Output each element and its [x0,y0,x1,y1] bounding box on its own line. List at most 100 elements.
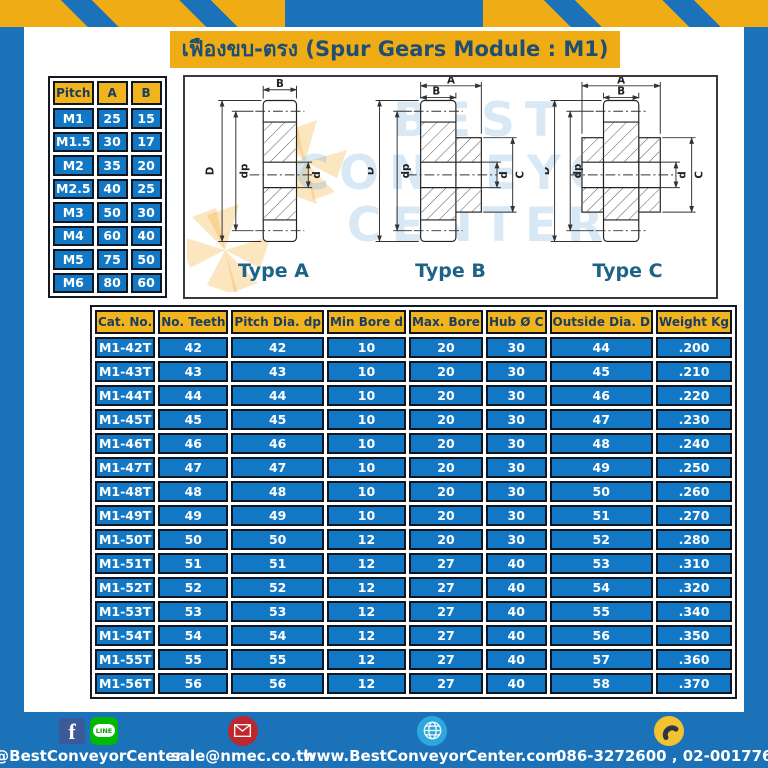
cell: 51 [158,553,229,574]
cell: 55 [158,649,229,670]
dim-label-D: D [204,167,216,176]
dim-label-d: d [311,171,323,178]
header-row: Pitch A B [53,81,162,105]
cell: 47 [231,457,324,478]
cell: 46 [549,385,654,406]
cell: 53 [549,553,654,574]
cell: 40 [485,601,547,622]
cell: 20 [408,505,483,526]
cell: 48 [549,433,654,454]
cell: 27 [408,625,483,646]
cell: 27 [408,577,483,598]
table-row: M5 75 50 [53,249,162,270]
cell: 42 [158,337,229,358]
table-row: M1-48T 48 48 10 20 30 50.260 [95,481,733,502]
cell: .270 [656,505,733,526]
cell: 43 [158,361,229,382]
cell: M1-55T [95,649,156,670]
footer-email-section: sale@nmec.co.th [171,712,314,768]
cell: M1-51T [95,553,156,574]
dim-label-B: B [617,86,625,98]
type-c-drawing: A B D dp d C [539,77,716,263]
cell: 30 [485,433,547,454]
table-row: M1-53T 53 53 12 27 40 55.340 [95,601,733,622]
cell: 40 [485,649,547,670]
cell: M1-53T [95,601,156,622]
table-row: M1-56T 56 56 12 27 40 58.370 [95,673,733,694]
cell: 48 [158,481,229,502]
cell: 56 [158,673,229,694]
table-row: M1-52T 52 52 12 27 40 54.320 [95,577,733,598]
cell: M1-54T [95,625,156,646]
facebook-icon[interactable]: f [59,717,85,744]
cell: 17 [130,131,162,152]
globe-icon[interactable] [417,715,447,746]
line-icon[interactable]: LINE [90,716,118,745]
cell: .250 [656,457,733,478]
cell: .360 [656,649,733,670]
cell: 27 [408,649,483,670]
email-address[interactable]: sale@nmec.co.th [170,747,315,765]
cell: M1-46T [95,433,156,454]
cell: 45 [158,409,229,430]
phone-icon[interactable] [654,715,685,746]
cell: 44 [549,337,654,358]
cell: M3 [53,202,94,223]
footer-website-section: www.BestConveyorCenter.com [303,712,561,768]
hazard-stripes-right [483,0,768,27]
cell: 55 [231,649,324,670]
cell: 25 [96,108,128,129]
cell: 40 [485,673,547,694]
dim-label-dp: dp [400,164,412,179]
cell: 30 [485,505,547,526]
cell: M1-45T [95,409,156,430]
cell: 46 [158,433,229,454]
table-row: M6 80 60 [53,272,162,293]
cell: 20 [408,409,483,430]
table-row: M1-49T 49 49 10 20 30 51.270 [95,505,733,526]
cell: 50 [130,249,162,270]
cell: 60 [96,225,128,246]
cell: M2.5 [53,178,94,199]
cell: M1-42T [95,337,156,358]
cell: 20 [408,433,483,454]
table-row: M4 60 40 [53,225,162,246]
column-header: Min Bore d [326,310,406,334]
cell: .210 [656,361,733,382]
website-url[interactable]: www.BestConveyorCenter.com [302,747,562,765]
dim-label-d: d [498,171,510,178]
cell: 20 [408,457,483,478]
cell: 20 [408,481,483,502]
table-row: M1-44T 44 44 10 20 30 46.220 [95,385,733,406]
footer-social-section: f LINE @BestConveyorCenter [0,712,183,768]
cell: 50 [158,529,229,550]
facebook-glyph: f [68,718,76,744]
cell: .220 [656,385,733,406]
type-b-drawing: A B D dp d C [362,77,539,263]
dim-label-dp: dp [239,164,251,179]
cell: M6 [53,272,94,293]
cell: 58 [549,673,654,694]
cell: 40 [485,625,547,646]
dim-label-A: A [447,77,455,86]
cell: .370 [656,673,733,694]
cell: 40 [96,178,128,199]
cell: 60 [130,272,162,293]
cell: M2 [53,155,94,176]
cell: M1-50T [95,529,156,550]
table-row: M1-47T 47 47 10 20 30 49.250 [95,457,733,478]
cell: 10 [326,433,406,454]
social-handle[interactable]: @BestConveyorCenter [0,747,183,765]
table-row: M1-45T 45 45 10 20 30 47.230 [95,409,733,430]
page-title: เฟืองขบ-ตรง (Spur Gears Module : M1) [170,31,620,68]
cell: 30 [485,481,547,502]
phone-numbers[interactable]: 086-3272600 , 02-0017766 [556,747,768,765]
cell: 51 [231,553,324,574]
cell: 47 [549,409,654,430]
cell: M1-52T [95,577,156,598]
email-icon[interactable] [227,715,258,746]
cell: 30 [96,131,128,152]
table-row: M1-54T 54 54 12 27 40 56.350 [95,625,733,646]
cell: M1-47T [95,457,156,478]
cell: 12 [326,601,406,622]
